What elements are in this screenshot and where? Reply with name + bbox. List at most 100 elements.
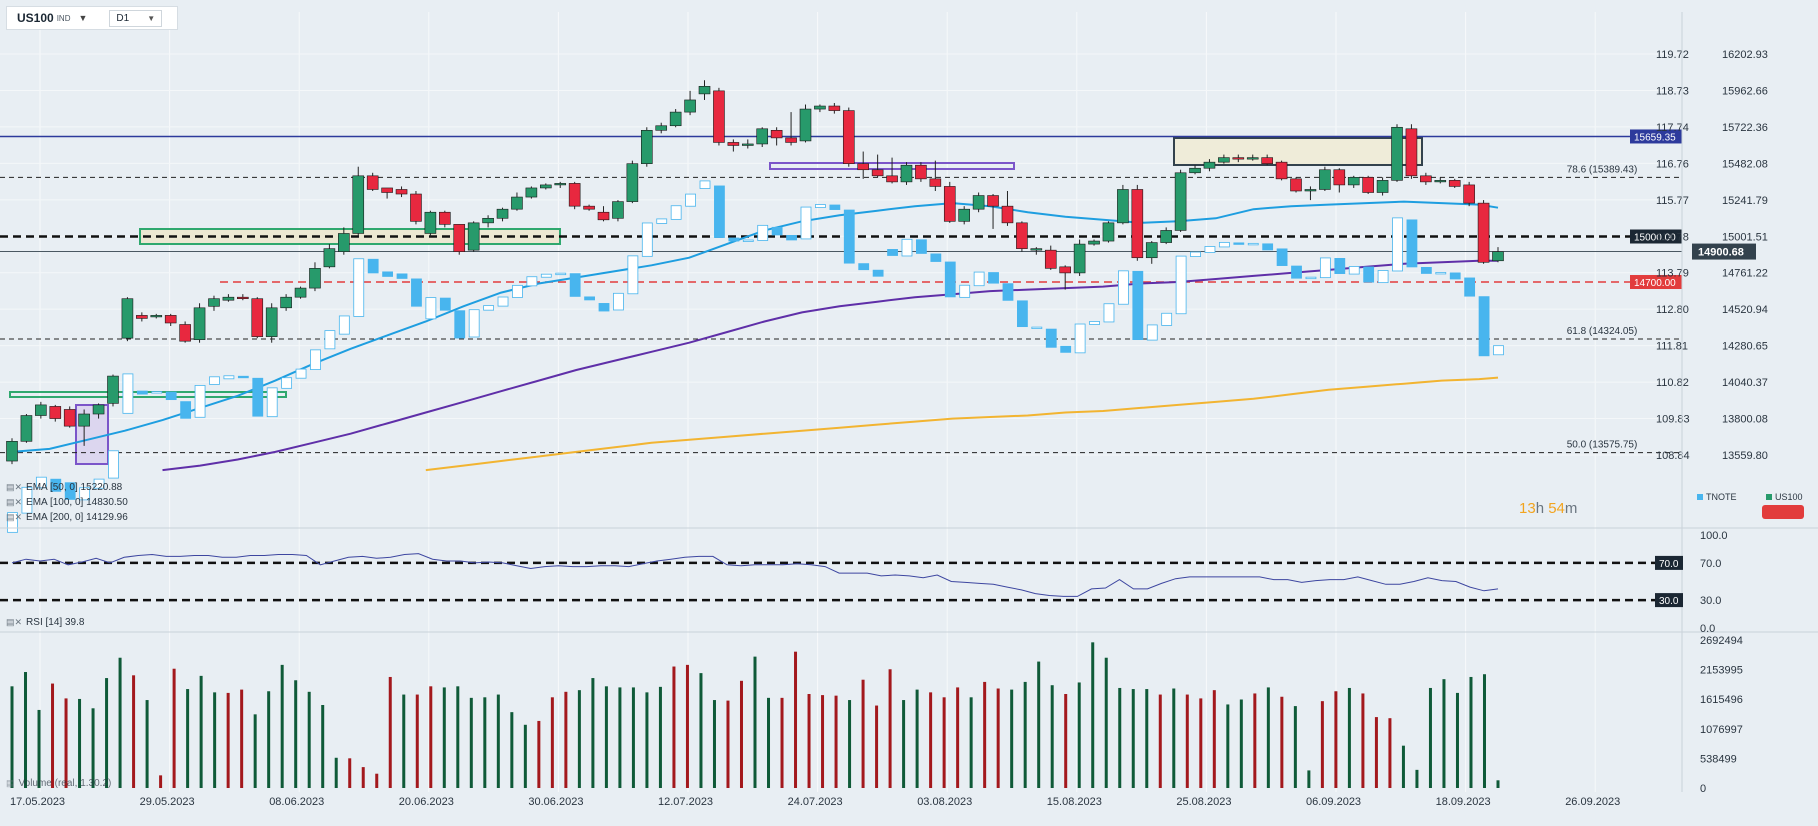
candle: [900, 162, 913, 185]
tnote-candle: [714, 185, 725, 238]
candle-body: [136, 315, 148, 319]
candle: [1261, 154, 1273, 166]
candle-body: [164, 315, 177, 324]
axis-tick-right: 14520.94: [1722, 304, 1768, 316]
tnote-candle: [1117, 270, 1129, 305]
legend-volume[interactable]: ▤ Volume (real, 1.30.2): [6, 778, 111, 789]
candle-body: [1420, 175, 1432, 183]
settings-icon[interactable]: ▤✕: [6, 497, 23, 507]
tnote-candle: [815, 204, 826, 208]
settings-icon[interactable]: ▤: [6, 778, 15, 788]
volume-bar: [780, 697, 784, 788]
tnote-candle: [930, 253, 942, 262]
volume-bar: [1401, 745, 1405, 788]
candle-body: [107, 375, 119, 404]
candle: [1420, 172, 1432, 185]
tnote-candle: [223, 375, 235, 380]
timeframe-selector[interactable]: D1 ▼: [109, 9, 163, 27]
tnote-candle: [468, 309, 480, 338]
candle-body: [1189, 167, 1201, 174]
tnote-candle: [1334, 258, 1346, 274]
volume-bar: [1280, 696, 1284, 788]
tnote-candle: [338, 315, 350, 335]
candle-body: [1131, 189, 1144, 259]
candle-body: [770, 130, 783, 139]
candle-body: [1232, 157, 1245, 160]
tnote-candle: [165, 391, 177, 401]
candle-body: [208, 298, 220, 307]
legend-ema200[interactable]: ▤✕ EMA [200, 0] 14129.96: [6, 512, 128, 523]
rsi-line: [11, 553, 1499, 597]
candle-body: [1117, 189, 1129, 224]
volume-bar: [888, 669, 892, 788]
legend-rsi[interactable]: ▤✕ RSI [14] 39.8: [6, 617, 84, 628]
settings-icon[interactable]: ▤✕: [6, 617, 23, 627]
tnote-candle: [569, 273, 581, 297]
volume-bar: [915, 689, 919, 788]
candle-body: [1347, 177, 1360, 186]
axis-tick-left: 114.78: [1656, 231, 1689, 243]
volume-bar: [861, 679, 865, 788]
volume-bar: [996, 688, 1000, 788]
tnote-candle: [1449, 272, 1461, 280]
symbol-selector[interactable]: US100 IND ▼ D1 ▼: [6, 6, 178, 30]
legend-ema50[interactable]: ▤✕ EMA [50, 0] 15220.88: [6, 482, 122, 493]
rsi-band-badge: [1655, 555, 1683, 570]
candle-body: [1174, 172, 1187, 231]
candle-body: [1391, 126, 1403, 181]
x-axis-label: 03.08.2023: [917, 796, 972, 808]
candle-body: [265, 307, 278, 337]
legend-tnote-label: TNOTE: [1706, 492, 1737, 502]
volume-bar: [469, 697, 473, 788]
volume-bar: [591, 678, 595, 788]
chevron-down-icon: ▼: [147, 13, 156, 23]
candle: [121, 297, 134, 342]
tnote-candle: [310, 349, 321, 370]
fibonacci-label: 61.8 (14324.05): [1567, 326, 1638, 337]
volume-bar: [1104, 657, 1108, 788]
candle-body: [886, 175, 898, 183]
volume-bar: [1199, 698, 1203, 788]
tnote-candle: [670, 205, 682, 220]
settings-icon[interactable]: ▤✕: [6, 482, 23, 492]
candle-body: [972, 195, 985, 210]
countdown-minutes: 54: [1548, 500, 1565, 517]
volume-bar: [983, 681, 987, 788]
candle: [1434, 177, 1447, 184]
tnote-candle: [497, 296, 509, 307]
volume-bar: [902, 700, 906, 788]
volume-bar: [280, 664, 284, 788]
chevron-down-icon[interactable]: ▼: [78, 13, 88, 23]
candle-body: [799, 108, 812, 142]
candle-body: [237, 296, 249, 300]
volume-bar: [767, 697, 771, 788]
candle: [1376, 177, 1389, 196]
candle-body: [323, 248, 336, 268]
candle: [35, 401, 47, 419]
axis-tick-right: 15962.66: [1722, 85, 1768, 97]
tnote-candle: [136, 390, 148, 395]
tnote-candle: [1031, 326, 1043, 330]
rsi-axis-tick: 70.0: [1700, 558, 1721, 570]
volume-bar: [1307, 770, 1311, 788]
candle: [1174, 169, 1187, 232]
candle: [540, 183, 552, 190]
tnote-swatch: [1697, 494, 1703, 500]
candle: [828, 102, 841, 114]
legend-us100-label: US100: [1775, 492, 1803, 502]
volume-bar: [361, 767, 365, 788]
volume-bar: [105, 678, 109, 788]
candle-body: [684, 99, 696, 113]
volume-bar: [253, 714, 257, 788]
settings-icon[interactable]: ▤✕: [6, 512, 23, 522]
candle: [92, 403, 105, 419]
volume-bar: [415, 694, 419, 788]
legend-ema100[interactable]: ▤✕ EMA [100, 0] 14830.50: [6, 497, 128, 508]
x-axis-label: 15.08.2023: [1047, 796, 1102, 808]
zone-box: [1173, 137, 1423, 166]
tnote-candle: [411, 278, 422, 307]
candle: [669, 109, 682, 128]
tnote-candle: [973, 271, 985, 287]
